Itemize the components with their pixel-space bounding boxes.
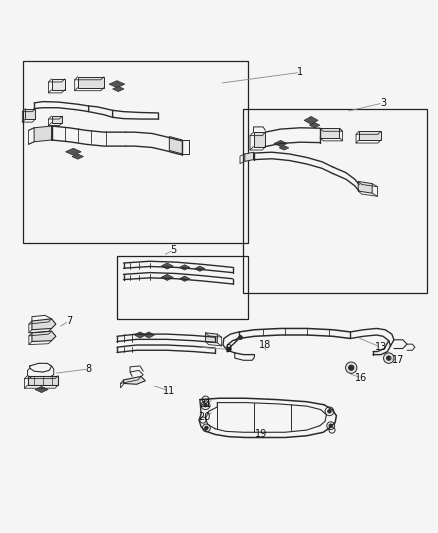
Polygon shape xyxy=(123,376,145,384)
Polygon shape xyxy=(169,136,182,154)
Bar xyxy=(243,109,426,293)
Polygon shape xyxy=(134,332,145,338)
Text: 8: 8 xyxy=(85,364,92,374)
Polygon shape xyxy=(253,132,265,147)
Polygon shape xyxy=(161,274,173,280)
Text: 16: 16 xyxy=(354,373,367,383)
Circle shape xyxy=(383,353,393,364)
Text: 17: 17 xyxy=(391,356,404,365)
Polygon shape xyxy=(34,126,51,142)
Polygon shape xyxy=(72,154,83,159)
Bar xyxy=(23,61,247,243)
Polygon shape xyxy=(109,80,124,87)
Text: 19: 19 xyxy=(254,430,266,439)
Text: 21: 21 xyxy=(199,399,211,409)
Polygon shape xyxy=(28,376,58,385)
Polygon shape xyxy=(273,140,286,147)
Polygon shape xyxy=(205,333,217,343)
Text: 11: 11 xyxy=(163,386,175,396)
Polygon shape xyxy=(179,265,189,270)
Polygon shape xyxy=(113,86,124,92)
Polygon shape xyxy=(32,319,56,330)
Polygon shape xyxy=(51,116,62,123)
Polygon shape xyxy=(179,276,189,281)
Polygon shape xyxy=(357,181,371,193)
Polygon shape xyxy=(309,123,319,128)
Polygon shape xyxy=(279,146,288,150)
Circle shape xyxy=(328,424,332,427)
Bar xyxy=(117,256,247,319)
Polygon shape xyxy=(319,128,339,138)
Text: 20: 20 xyxy=(198,412,210,422)
Text: 9: 9 xyxy=(225,344,231,354)
Text: 1: 1 xyxy=(297,67,303,77)
Circle shape xyxy=(386,356,390,360)
Circle shape xyxy=(327,409,330,413)
Polygon shape xyxy=(35,386,48,393)
Circle shape xyxy=(345,362,356,374)
Polygon shape xyxy=(358,131,380,140)
Polygon shape xyxy=(143,332,154,338)
Polygon shape xyxy=(194,266,205,271)
Polygon shape xyxy=(32,331,56,342)
Polygon shape xyxy=(51,79,64,90)
Polygon shape xyxy=(161,263,173,269)
Polygon shape xyxy=(244,152,253,161)
Text: 18: 18 xyxy=(258,340,271,350)
Polygon shape xyxy=(304,116,318,124)
Text: 3: 3 xyxy=(379,98,385,108)
Text: 5: 5 xyxy=(170,245,177,255)
Polygon shape xyxy=(65,148,81,155)
Polygon shape xyxy=(25,109,35,119)
Circle shape xyxy=(204,426,208,430)
Text: 7: 7 xyxy=(66,316,72,326)
Circle shape xyxy=(203,403,207,407)
Text: 13: 13 xyxy=(374,342,386,352)
Circle shape xyxy=(348,365,353,370)
Polygon shape xyxy=(78,77,104,87)
